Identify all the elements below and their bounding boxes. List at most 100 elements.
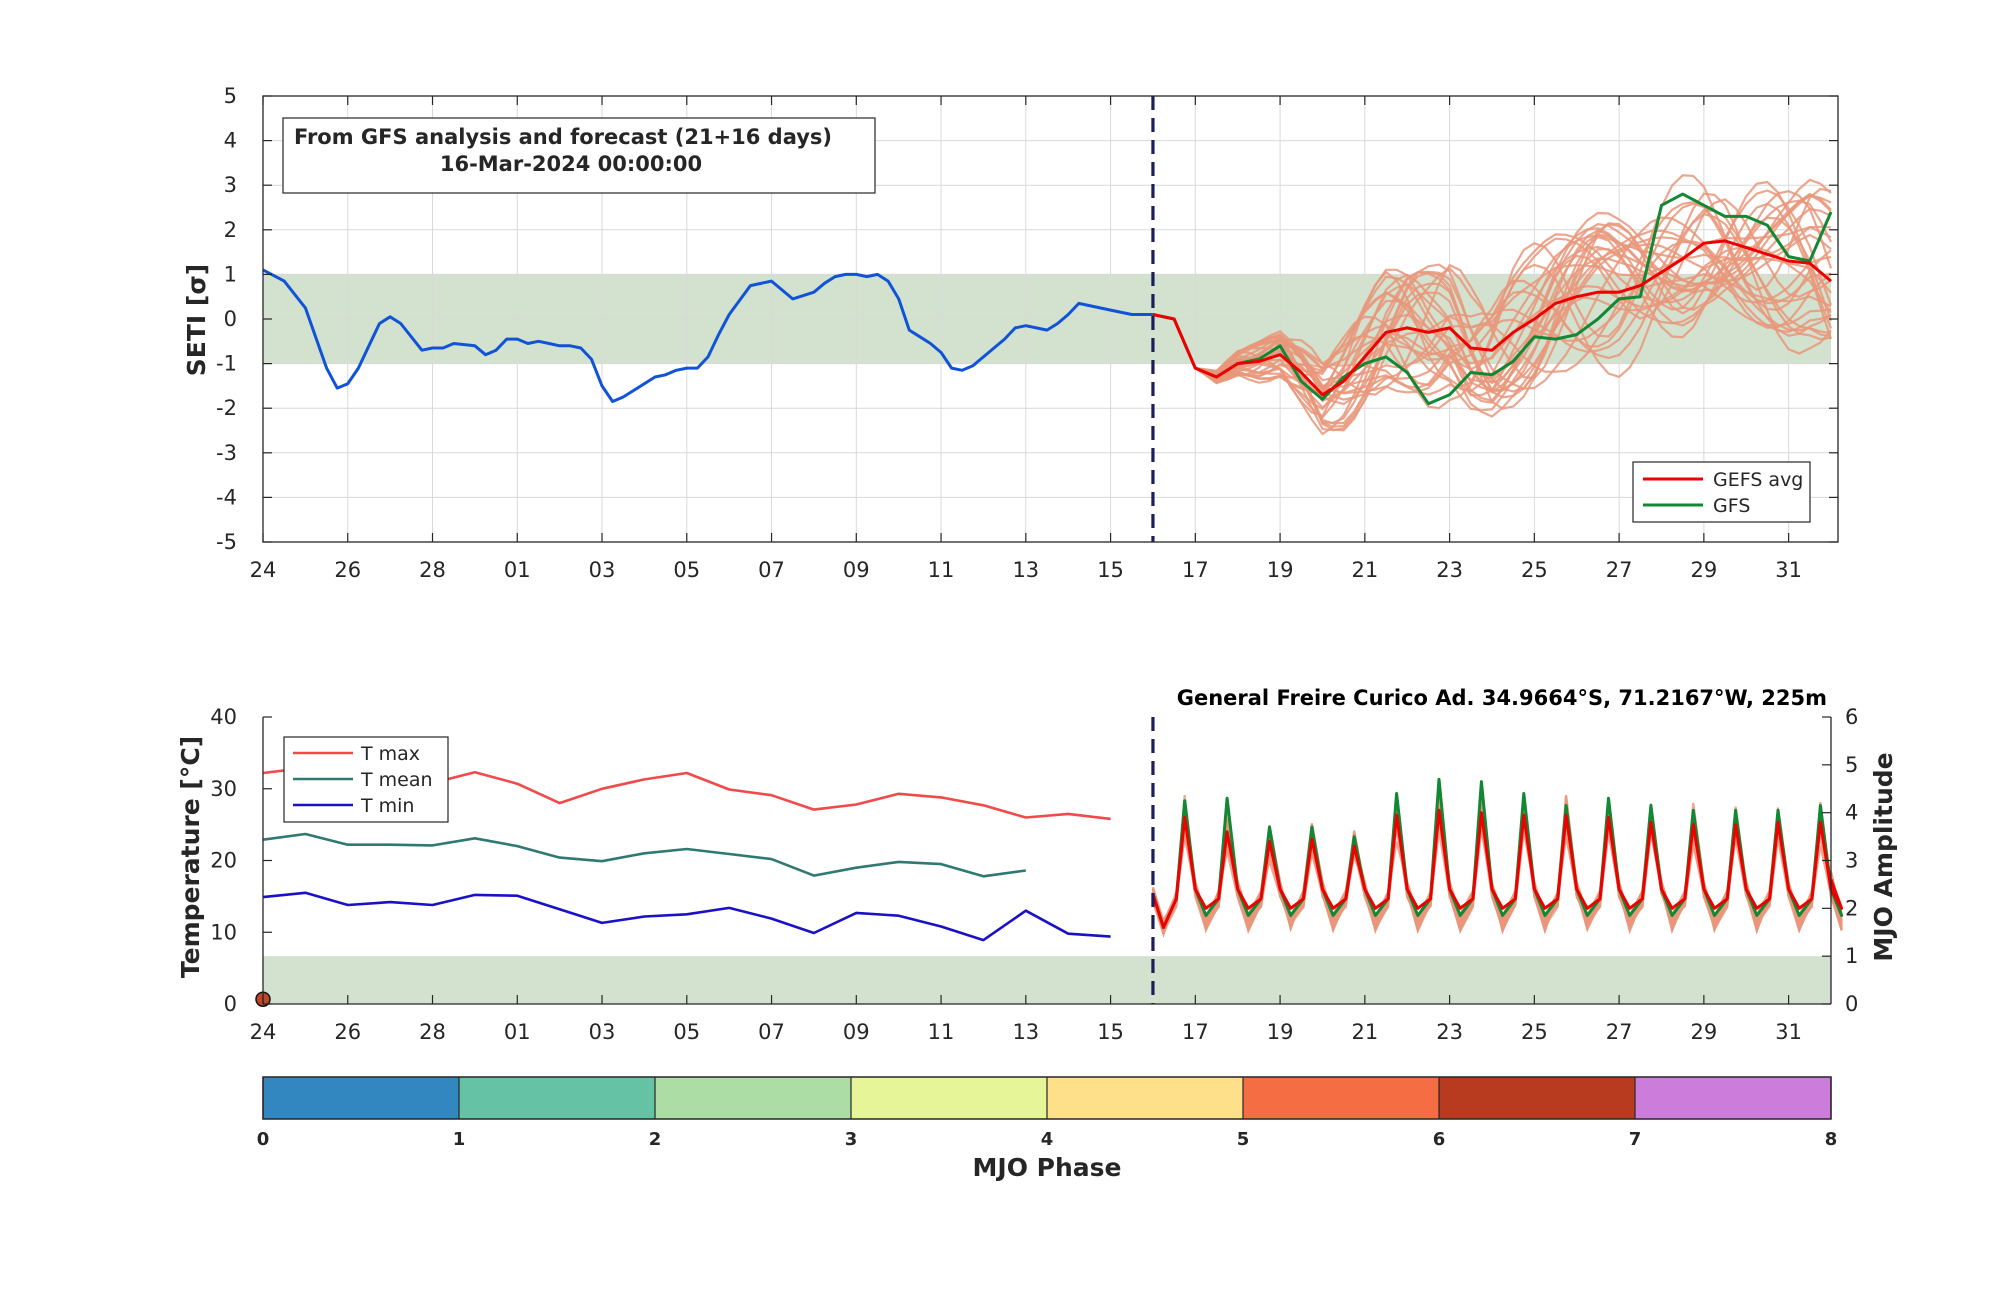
x-tick-label: 11	[928, 558, 955, 582]
x-tick-label: 26	[334, 1020, 361, 1044]
x-tick-label: 19	[1267, 558, 1294, 582]
y2-tick-label: 0	[1845, 992, 1858, 1016]
x-tick-label: 13	[1012, 558, 1039, 582]
colorbar-segment	[1243, 1077, 1440, 1119]
x-tick-label: 21	[1351, 558, 1378, 582]
y-tick-label: 4	[224, 129, 237, 153]
legend-label-gfs: GFS	[1713, 495, 1750, 517]
colorbar-segment	[851, 1077, 1048, 1119]
y-tick-label: 20	[210, 849, 237, 873]
y-tick-label: 10	[210, 920, 237, 944]
ensemble-member-line	[1152, 194, 1832, 395]
colorbar-tick-label: 3	[845, 1129, 858, 1150]
legend-label-tmean: T mean	[360, 769, 433, 791]
mjo-phase-colorbar: 0 1 2 3 4 5 6 7 8 MJO Phase	[257, 1076, 1838, 1182]
annotation-frame	[282, 117, 876, 194]
gefs-avg-amplitude-line	[1151, 808, 1844, 929]
y2-tick-label: 1	[1845, 944, 1858, 968]
y2-tick-label: 6	[1845, 705, 1858, 729]
x-tick-label: 13	[1012, 1020, 1039, 1044]
temperature-y-axis-label: Temperature [°C]	[176, 736, 205, 978]
x-tick-label: 28	[419, 1020, 446, 1044]
y-tick-label: 40	[210, 705, 237, 729]
x-tick-label: 07	[758, 558, 785, 582]
x-tick-label: 05	[673, 558, 700, 582]
colorbar-tick-label: 2	[649, 1129, 662, 1150]
x-tick-label: 15	[1097, 1020, 1124, 1044]
x-tick-label: 17	[1182, 558, 1209, 582]
amplitude-threshold-band	[263, 956, 1831, 1004]
seti-legend-frame	[1632, 461, 1811, 523]
y-tick-label: -1	[216, 352, 237, 376]
temperature-legend: T max T mean T min	[283, 736, 449, 823]
x-tick-label: 03	[589, 1020, 616, 1044]
x-tick-label: 26	[334, 558, 361, 582]
x-tick-label: 17	[1182, 1020, 1209, 1044]
y2-tick-label: 4	[1845, 801, 1858, 825]
y-tick-label: -5	[216, 530, 237, 554]
annotation-box: From GFS analysis and forecast (21+16 da…	[282, 117, 876, 194]
x-tick-label: 19	[1267, 1020, 1294, 1044]
x-tick-label: 29	[1690, 1020, 1717, 1044]
colorbar-segment	[459, 1077, 656, 1119]
station-title: General Freire Curico Ad. 34.9664°S, 71.…	[1177, 686, 1827, 710]
x-tick-label: 24	[250, 558, 277, 582]
colorbar-tick-label: 8	[1825, 1129, 1838, 1150]
colorbar-segment	[1047, 1077, 1244, 1119]
x-tick-label: 27	[1606, 558, 1633, 582]
annotation-line-1: From GFS analysis and forecast (21+16 da…	[294, 125, 832, 149]
ensemble-member-line	[1152, 216, 1833, 425]
seti-y-axis-label: SETI [σ]	[182, 264, 211, 376]
y-tick-label: 0	[224, 307, 237, 331]
x-tick-label: 27	[1606, 1020, 1633, 1044]
y-tick-label: -2	[216, 396, 237, 420]
x-tick-label: 01	[504, 558, 531, 582]
x-tick-label: 25	[1521, 1020, 1548, 1044]
seti-panel: 24 26 28 01 03 05 07 09 11 13 15 17 19 21 23 25 27 29 31-5…	[182, 84, 1839, 582]
x-tick-label: 31	[1775, 558, 1802, 582]
y-tick-label: -3	[216, 441, 237, 465]
tmean-line	[262, 832, 1026, 878]
gfs-amplitude-line	[1151, 777, 1844, 929]
y2-tick-label: 3	[1845, 849, 1858, 873]
colorbar-tick-label: 1	[453, 1129, 466, 1150]
y-tick-label: 2	[224, 218, 237, 242]
ensemble-member-line	[1152, 178, 1832, 402]
x-tick-label: 11	[928, 1020, 955, 1044]
y2-tick-label: 2	[1845, 896, 1858, 920]
analysis-line	[262, 268, 1153, 403]
gfs-line	[1152, 192, 1833, 406]
x-tick-label: 07	[758, 1020, 785, 1044]
y-tick-label: 3	[224, 173, 237, 197]
ensemble-member-line	[1152, 192, 1832, 410]
legend-label-tmax: T max	[360, 743, 420, 765]
x-tick-label: 03	[589, 558, 616, 582]
y-tick-label: 5	[224, 84, 237, 108]
colorbar-tick-label: 7	[1629, 1129, 1642, 1150]
colorbar-segment	[1635, 1077, 1832, 1119]
colorbar-segment	[263, 1077, 460, 1119]
mjo-amplitude-y-axis-label: MJO Amplitude	[1869, 752, 1898, 961]
x-tick-label: 31	[1775, 1020, 1802, 1044]
x-tick-label: 09	[843, 558, 870, 582]
x-tick-label: 21	[1351, 1020, 1378, 1044]
x-tick-label: 01	[504, 1020, 531, 1044]
x-tick-label: 05	[673, 1020, 700, 1044]
ensemble-amplitude-line	[1151, 790, 1843, 934]
tmin-line	[262, 891, 1111, 942]
temperature-mjo-panel: 24 26 28 01 03 05 07 09 11 13 15 17 19 21 23 25 27 29 3101…	[176, 686, 1898, 1044]
y-tick-label: 30	[210, 777, 237, 801]
gefs-avg-line	[1152, 239, 1832, 397]
colorbar-tick-label: 0	[257, 1129, 270, 1150]
colorbar-label: MJO Phase	[973, 1153, 1122, 1182]
legend-label-tmin: T min	[360, 795, 414, 817]
x-tick-label: 25	[1521, 558, 1548, 582]
x-tick-label: 28	[419, 558, 446, 582]
gefs-ensemble-members-amplitude	[1151, 790, 1843, 938]
legend-label-gefs-avg: GEFS avg	[1713, 469, 1803, 491]
y-tick-label: -4	[216, 485, 237, 509]
seti-legend: GEFS avg GFS	[1632, 461, 1811, 523]
y-tick-label: 0	[224, 992, 237, 1016]
x-tick-label: 23	[1436, 1020, 1463, 1044]
